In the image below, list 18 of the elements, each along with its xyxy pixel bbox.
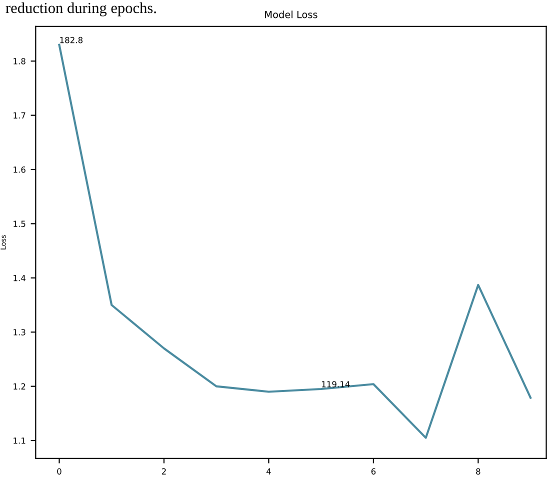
y-tick-label: 1.4 xyxy=(14,274,26,282)
y-tick-label: 1.2 xyxy=(14,383,26,390)
annotation: 182.8 xyxy=(60,36,83,44)
y-tick-label: 1.7 xyxy=(14,112,26,118)
y-tick-label: 1.1 xyxy=(14,438,26,444)
y-tick-label: 1.8 xyxy=(14,58,26,64)
line-series xyxy=(58,44,532,439)
y-tick-label: 1.6 xyxy=(14,166,26,173)
x-tick-label: 6 xyxy=(371,468,376,475)
text: reduction during epochs. xyxy=(6,2,156,16)
chart-title: Model Loss xyxy=(265,10,318,18)
annotation: 119.14 xyxy=(322,381,350,388)
y-tick-label: 1.5 xyxy=(14,220,26,227)
x-tick-label: 8 xyxy=(476,468,480,475)
x-tick-label: 4 xyxy=(266,468,271,474)
y-tick-label: 1.3 xyxy=(14,329,26,336)
x-tick-label: 0 xyxy=(57,468,62,475)
x-tick-label: 2 xyxy=(162,468,166,474)
